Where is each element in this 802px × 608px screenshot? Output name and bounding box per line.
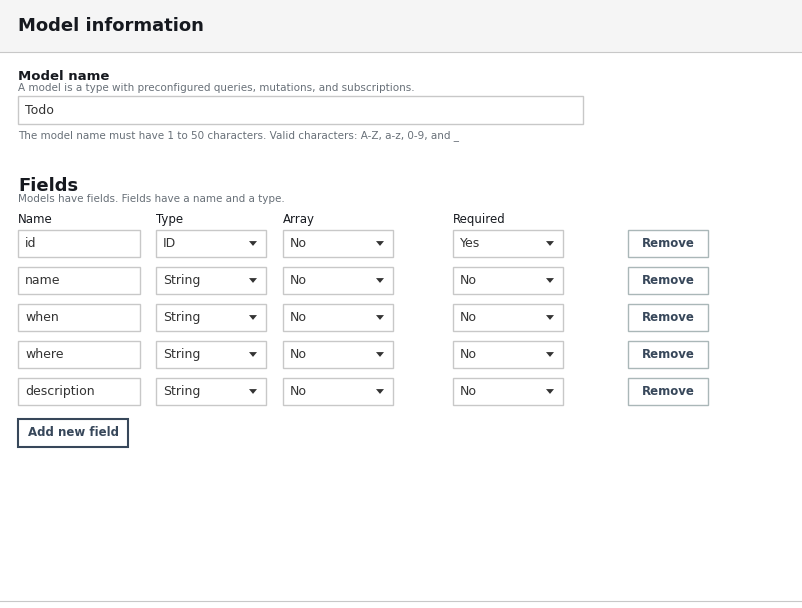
- FancyBboxPatch shape: [18, 96, 583, 124]
- Polygon shape: [546, 389, 554, 394]
- FancyBboxPatch shape: [283, 230, 393, 257]
- FancyBboxPatch shape: [283, 267, 393, 294]
- Text: Remove: Remove: [642, 274, 695, 287]
- Text: No: No: [460, 385, 477, 398]
- Polygon shape: [249, 241, 257, 246]
- FancyBboxPatch shape: [283, 341, 393, 368]
- Text: String: String: [163, 348, 200, 361]
- FancyBboxPatch shape: [453, 304, 563, 331]
- Polygon shape: [376, 278, 384, 283]
- FancyBboxPatch shape: [453, 341, 563, 368]
- FancyBboxPatch shape: [156, 230, 266, 257]
- Polygon shape: [376, 241, 384, 246]
- Text: Type: Type: [156, 213, 183, 226]
- Text: Remove: Remove: [642, 311, 695, 324]
- FancyBboxPatch shape: [18, 341, 140, 368]
- FancyBboxPatch shape: [18, 304, 140, 331]
- Text: No: No: [290, 237, 307, 250]
- FancyBboxPatch shape: [18, 378, 140, 405]
- FancyBboxPatch shape: [156, 267, 266, 294]
- Text: where: where: [25, 348, 63, 361]
- Text: String: String: [163, 274, 200, 287]
- FancyBboxPatch shape: [283, 378, 393, 405]
- FancyBboxPatch shape: [0, 0, 802, 52]
- FancyBboxPatch shape: [453, 230, 563, 257]
- Text: Remove: Remove: [642, 237, 695, 250]
- FancyBboxPatch shape: [453, 267, 563, 294]
- Text: name: name: [25, 274, 60, 287]
- Text: Add new field: Add new field: [27, 426, 119, 440]
- Polygon shape: [249, 278, 257, 283]
- Polygon shape: [376, 315, 384, 320]
- FancyBboxPatch shape: [283, 304, 393, 331]
- Text: Remove: Remove: [642, 348, 695, 361]
- Text: Model name: Model name: [18, 70, 109, 83]
- Text: Array: Array: [283, 213, 315, 226]
- Text: The model name must have 1 to 50 characters. Valid characters: A-Z, a-z, 0-9, an: The model name must have 1 to 50 charact…: [18, 130, 459, 141]
- Text: String: String: [163, 385, 200, 398]
- Polygon shape: [546, 352, 554, 357]
- FancyBboxPatch shape: [453, 378, 563, 405]
- Text: id: id: [25, 237, 37, 250]
- Text: Model information: Model information: [18, 17, 204, 35]
- Text: Remove: Remove: [642, 385, 695, 398]
- Text: No: No: [460, 274, 477, 287]
- FancyBboxPatch shape: [628, 230, 708, 257]
- Text: No: No: [290, 348, 307, 361]
- Text: No: No: [290, 274, 307, 287]
- Text: A model is a type with preconfigured queries, mutations, and subscriptions.: A model is a type with preconfigured que…: [18, 83, 415, 93]
- Text: when: when: [25, 311, 59, 324]
- FancyBboxPatch shape: [156, 304, 266, 331]
- Text: Fields: Fields: [18, 177, 78, 195]
- FancyBboxPatch shape: [628, 267, 708, 294]
- Polygon shape: [249, 389, 257, 394]
- FancyBboxPatch shape: [628, 378, 708, 405]
- FancyBboxPatch shape: [628, 304, 708, 331]
- Polygon shape: [546, 278, 554, 283]
- Text: Models have fields. Fields have a name and a type.: Models have fields. Fields have a name a…: [18, 194, 285, 204]
- Polygon shape: [376, 389, 384, 394]
- Text: Name: Name: [18, 213, 53, 226]
- FancyBboxPatch shape: [628, 341, 708, 368]
- FancyBboxPatch shape: [18, 267, 140, 294]
- Polygon shape: [546, 241, 554, 246]
- Text: No: No: [460, 311, 477, 324]
- FancyBboxPatch shape: [156, 378, 266, 405]
- Polygon shape: [249, 352, 257, 357]
- Text: ID: ID: [163, 237, 176, 250]
- Text: String: String: [163, 311, 200, 324]
- Text: description: description: [25, 385, 95, 398]
- Polygon shape: [376, 352, 384, 357]
- Text: No: No: [290, 311, 307, 324]
- Text: Yes: Yes: [460, 237, 480, 250]
- Polygon shape: [249, 315, 257, 320]
- Text: Required: Required: [453, 213, 506, 226]
- FancyBboxPatch shape: [18, 230, 140, 257]
- Text: No: No: [290, 385, 307, 398]
- Polygon shape: [546, 315, 554, 320]
- FancyBboxPatch shape: [18, 419, 128, 447]
- Text: No: No: [460, 348, 477, 361]
- Text: Todo: Todo: [25, 103, 54, 117]
- FancyBboxPatch shape: [156, 341, 266, 368]
